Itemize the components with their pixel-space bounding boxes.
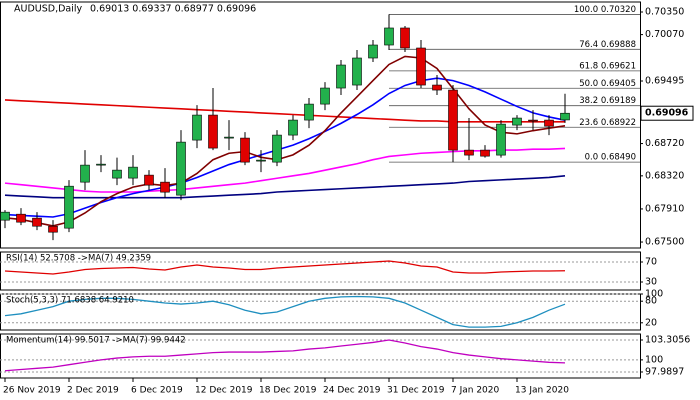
moving-average bbox=[4, 55, 566, 227]
candle-body bbox=[256, 159, 266, 162]
indicator-title: Stoch(5,3,3) 71.6838 64.9210 bbox=[6, 296, 134, 306]
panel-frame bbox=[0, 1, 641, 249]
candle-body bbox=[368, 44, 378, 59]
candle-body bbox=[448, 89, 458, 151]
candle-body bbox=[336, 64, 346, 89]
panel-frame bbox=[0, 333, 641, 379]
y-tick-label: 100 bbox=[645, 354, 663, 365]
indicator-title: Momentum(14) 99.5017 ->MA(7) 99.9442 bbox=[6, 336, 186, 346]
fib-label: 50.0 0.69405 bbox=[579, 79, 636, 89]
candle-body bbox=[352, 57, 362, 86]
fib-label: 61.8 0.69621 bbox=[579, 61, 636, 71]
x-tick-label: 13 Jan 2020 bbox=[515, 386, 569, 396]
moving-average bbox=[4, 175, 566, 199]
candle-body bbox=[272, 134, 282, 163]
indicator-line bbox=[4, 339, 566, 372]
candle-body bbox=[432, 84, 442, 91]
candle-body bbox=[496, 123, 506, 156]
fib-label: 76.4 0.69888 bbox=[579, 40, 636, 50]
y-tick-label: 70 bbox=[645, 257, 657, 268]
x-tick-label: 12 Dec 2019 bbox=[195, 386, 253, 396]
y-tick-label: 0.68720 bbox=[645, 138, 684, 149]
candle-body bbox=[144, 174, 154, 186]
x-tick-label: 18 Dec 2019 bbox=[259, 386, 317, 396]
y-tick-label: 97.9897 bbox=[645, 366, 684, 377]
x-tick-label: 26 Nov 2019 bbox=[3, 386, 61, 396]
candle-body bbox=[112, 169, 122, 179]
candle-body bbox=[480, 149, 490, 157]
candle-body bbox=[416, 47, 426, 86]
y-tick-label: 0.68320 bbox=[645, 170, 684, 181]
chart-subtitle: 0.69013 0.69337 0.68977 0.69096 bbox=[90, 4, 256, 15]
candle-body bbox=[208, 114, 218, 149]
y-tick-label: 0.69495 bbox=[645, 76, 684, 87]
indicator-line bbox=[4, 295, 566, 328]
plot-area bbox=[0, 14, 570, 241]
candle-body bbox=[528, 119, 538, 122]
candle-body bbox=[48, 225, 58, 233]
candle-body bbox=[304, 103, 314, 121]
fib-label: 23.6 0.68922 bbox=[579, 118, 636, 128]
candle-body bbox=[384, 27, 394, 46]
candle-body bbox=[80, 164, 90, 183]
candle-body bbox=[16, 213, 26, 223]
fib-label: 100.0 0.70320 bbox=[574, 5, 636, 15]
candle-body bbox=[32, 217, 42, 227]
candle-body bbox=[320, 87, 330, 105]
fib-label: 38.2 0.69189 bbox=[579, 96, 636, 106]
candle-body bbox=[176, 141, 186, 196]
candle-body bbox=[96, 163, 106, 166]
candle-body bbox=[560, 112, 570, 121]
chart-title: AUDUSD,Daily bbox=[14, 4, 83, 15]
indicator-title: RSI(14) 52.5708 ->MA(7) 49.2359 bbox=[6, 254, 151, 264]
y-tick-label: 20 bbox=[645, 317, 657, 328]
candle-body bbox=[160, 181, 170, 193]
panel-frame bbox=[0, 251, 641, 291]
x-tick-label: 24 Dec 2019 bbox=[323, 386, 381, 396]
moving-average bbox=[4, 99, 565, 123]
y-tick-label: 0.70350 bbox=[645, 7, 684, 18]
y-tick-label: 0.67500 bbox=[645, 237, 684, 248]
candle-body bbox=[512, 117, 522, 126]
y-tick-label: 100 bbox=[645, 289, 663, 300]
y-tick-label: 80 bbox=[645, 296, 657, 307]
y-tick-label: 0.67910 bbox=[645, 203, 684, 214]
y-tick-label: 103.3056 bbox=[645, 334, 690, 345]
candle-body bbox=[192, 114, 202, 141]
x-tick-label: 31 Dec 2019 bbox=[387, 386, 445, 396]
candle-body bbox=[224, 136, 234, 139]
candle-body bbox=[0, 211, 10, 221]
candle-body bbox=[544, 119, 554, 127]
fib-label: 0.0 0.68490 bbox=[585, 153, 636, 163]
y-tick-label: 30 bbox=[645, 277, 657, 288]
x-tick-label: 2 Dec 2019 bbox=[67, 386, 119, 396]
last-price-box bbox=[640, 105, 694, 121]
last-price-label: 0.69096 bbox=[645, 108, 689, 119]
x-tick-label: 6 Dec 2019 bbox=[131, 386, 183, 396]
candle-body bbox=[288, 119, 298, 136]
x-tick-label: 7 Jan 2020 bbox=[451, 386, 499, 396]
candle-body bbox=[464, 149, 474, 156]
candle-body bbox=[240, 137, 250, 163]
y-tick-label: 0.70070 bbox=[645, 29, 684, 40]
candle-body bbox=[128, 166, 138, 179]
candle-body bbox=[64, 185, 74, 229]
candle-body bbox=[400, 27, 410, 49]
indicator-line bbox=[4, 260, 566, 275]
